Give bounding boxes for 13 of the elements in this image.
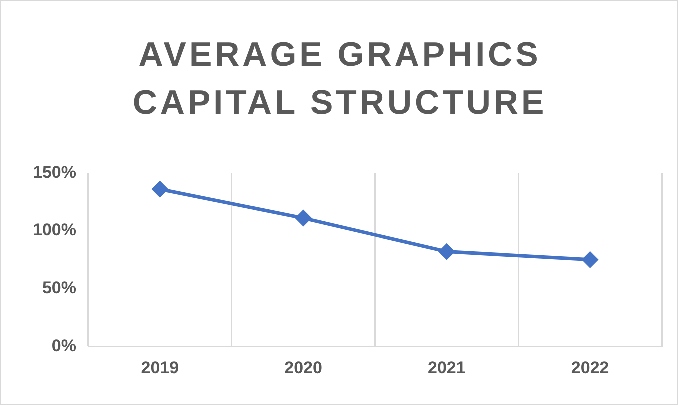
point (152, 182, 168, 198)
x-tick-label: 2022 (571, 358, 610, 378)
y-tick-label: 100% (32, 220, 76, 240)
x-tick-label: 2021 (428, 358, 466, 378)
y-tick-label: 150% (32, 162, 76, 182)
point (296, 210, 312, 226)
x-tick-label: 2019 (141, 358, 180, 378)
y-tick-label: 50% (42, 278, 76, 298)
point (582, 252, 598, 268)
chart-title: AVERAGE GRAPHICS CAPITAL STRUCTURE (132, 35, 548, 124)
y-tick-label: 0% (52, 336, 76, 356)
x-tick-label: 2020 (284, 358, 322, 378)
point (439, 244, 455, 260)
